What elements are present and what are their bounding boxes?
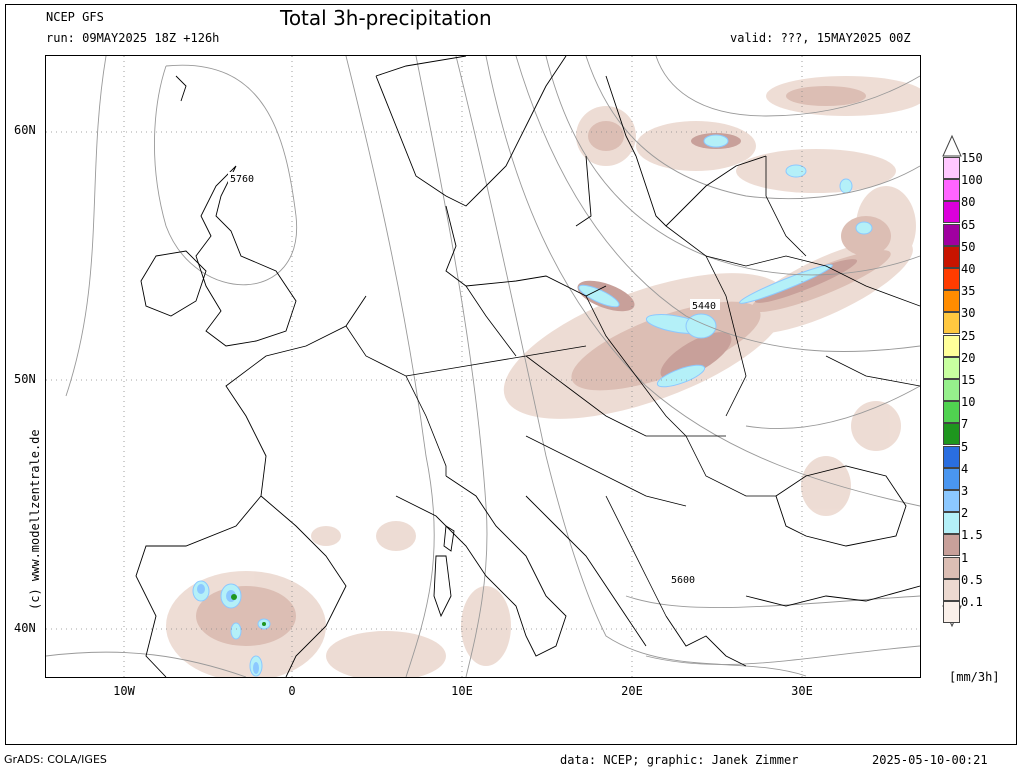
legend-top-arrow [942,134,962,157]
contour-labels: 5760 5440 5600 [228,172,720,586]
legend-level-label: 25 [961,328,976,343]
precipitation-map: 5760 5440 5600 [45,55,921,678]
legend-level-label: 100 [961,173,983,188]
legend-level-label: 35 [961,284,976,299]
legend-level-label: 5 [961,439,969,454]
legend-swatch [943,423,960,446]
precip-trace [166,76,920,677]
legend-level-label: 0.1 [961,595,983,609]
geopotential-contours [46,56,920,677]
legend-swatch [943,490,960,512]
figure-frame [5,4,1017,745]
lon-label-10w: 10W [113,684,135,698]
legend-swatch [943,157,960,179]
legend-swatch [943,379,960,401]
legend-level-label: 1 [961,550,969,565]
legend-level-label: 30 [961,306,976,321]
legend-swatch [943,223,960,246]
legend-level-label: 20 [961,350,976,365]
legend-level-label: 150 [961,151,983,165]
legend-level-label: 1.5 [961,528,983,543]
legend-swatch [943,179,960,202]
run-info: run: 09MAY2025 18Z +126h [46,31,220,45]
contour-label-5760: 5760 [230,174,254,185]
legend-swatch [943,578,960,601]
legend-level-label: 0.5 [961,572,983,587]
legend-level-label: 10 [961,395,976,410]
legend-unit: [mm/3h] [949,670,1000,684]
legend-swatch [943,512,960,535]
legend-swatch [943,556,960,579]
legend-level-label: 7 [961,417,969,432]
watermark: (c) www.modellzentrale.de [28,429,42,610]
lat-label-60n: 60N [14,123,36,137]
legend-swatch [943,356,960,379]
legend-level-label: 65 [961,217,976,232]
legend-level-label: 2 [961,506,969,521]
legend-swatch [943,290,960,313]
graticule [46,56,920,677]
coastlines-borders [135,56,920,677]
lon-label-10e: 10E [451,684,473,698]
legend-swatch [943,312,960,335]
contour-label-5600: 5600 [671,575,695,586]
legend-level-label: 15 [961,373,976,387]
legend-level-label: 80 [961,195,976,210]
data-source: data: NCEP; graphic: Janek Zimmer [560,753,799,767]
legend-swatch [943,467,960,490]
lon-label-30e: 30E [791,684,813,698]
legend-swatch [943,268,960,290]
legend-level-label: 40 [961,262,976,276]
legend-level-label: 4 [961,461,969,476]
lon-label-20e: 20E [621,684,643,698]
precip-heavier [197,584,259,674]
precip-field [166,76,920,677]
contour-label-5440: 5440 [692,301,716,312]
legend-swatch [943,201,960,224]
lat-label-50n: 50N [14,372,36,386]
map-title: Total 3h-precipitation [280,6,492,30]
legend-swatch [943,334,960,357]
legend-swatch [943,601,960,623]
legend-swatch [943,245,960,268]
legend-level-label: 50 [961,239,976,254]
software-credit: GrADS: COLA/IGES [4,753,107,766]
legend-level-label: 3 [961,484,969,498]
valid-time: valid: ???, 15MAY2025 00Z [730,31,911,45]
legend-swatch [943,445,960,468]
legend-swatch [943,401,960,424]
generation-timestamp: 2025-05-10-00:21 [872,753,988,767]
model-name: NCEP GFS [46,10,104,24]
lat-label-40n: 40N [14,621,36,635]
legend-swatch [943,534,960,557]
map-svg: 5760 5440 5600 [46,56,920,677]
lon-label-0: 0 [288,684,296,698]
precip-peak [231,594,266,626]
